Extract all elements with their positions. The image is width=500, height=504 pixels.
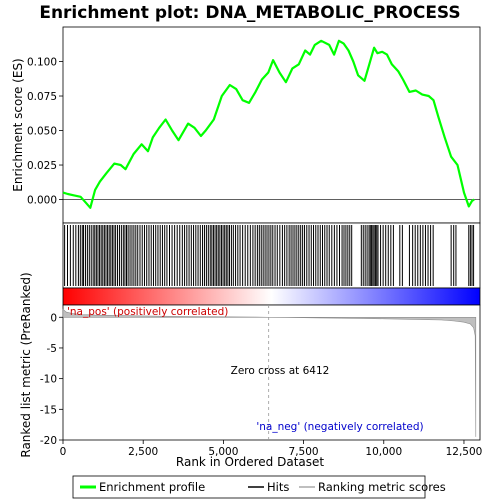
es-y-tick-label: 0.000 bbox=[27, 195, 57, 207]
enrichment-profile-line bbox=[62, 39, 475, 209]
x-axis: 0 2,500 5,000 7,500 10,000 12,500 bbox=[60, 440, 483, 458]
metric-y-axis: 0 -5 -10 -15 -20 bbox=[40, 312, 63, 447]
metric-y-tick-label: -20 bbox=[40, 435, 57, 447]
es-y-tick-label: 0.025 bbox=[27, 160, 57, 172]
legend-metric-label: Ranking metric scores bbox=[318, 480, 446, 494]
legend-hits-label: Hits bbox=[267, 480, 289, 494]
x-tick-label: 10,000 bbox=[365, 446, 402, 458]
x-tick-label: 7,500 bbox=[289, 446, 319, 458]
x-axis-label: Rank in Ordered Dataset bbox=[176, 455, 324, 469]
metric-y-tick-label: -15 bbox=[40, 404, 57, 416]
x-tick-label: 0 bbox=[60, 446, 67, 458]
zero-cross-annotation: Zero cross at 6412 bbox=[231, 365, 330, 377]
x-tick-label: 2,500 bbox=[128, 446, 158, 458]
es-panel-frame bbox=[62, 26, 481, 224]
metric-panel-frame bbox=[62, 304, 481, 441]
metric-y-tick-label: -5 bbox=[47, 343, 57, 355]
na-pos-annotation: 'na_pos' (positively correlated) bbox=[67, 306, 228, 318]
x-tick-label: 12,500 bbox=[446, 446, 483, 458]
metric-y-tick-label: 0 bbox=[50, 312, 57, 324]
chart-title: Enrichment plot: DNA_METABOLIC_PROCESS bbox=[39, 3, 460, 23]
es-y-tick-label: 0.050 bbox=[27, 126, 57, 138]
es-y-axis-label: Enrichment score (ES) bbox=[11, 58, 25, 191]
x-tick-label: 5,000 bbox=[208, 446, 238, 458]
metric-y-axis-label: Ranked list metric (PreRanked) bbox=[19, 272, 33, 457]
es-y-tick-label: 0.100 bbox=[27, 57, 57, 69]
ranking-metric-area bbox=[62, 308, 477, 437]
rank-color-bar bbox=[62, 287, 481, 306]
hit-markers bbox=[64, 225, 475, 286]
na-neg-annotation: 'na_neg' (negatively correlated) bbox=[256, 421, 423, 433]
metric-y-tick-label: -10 bbox=[40, 374, 57, 386]
es-y-axis: 0.000 0.025 0.050 0.075 0.100 bbox=[27, 57, 63, 207]
es-y-tick-label: 0.075 bbox=[27, 91, 57, 103]
legend-enrichment-label: Enrichment profile bbox=[99, 480, 205, 494]
